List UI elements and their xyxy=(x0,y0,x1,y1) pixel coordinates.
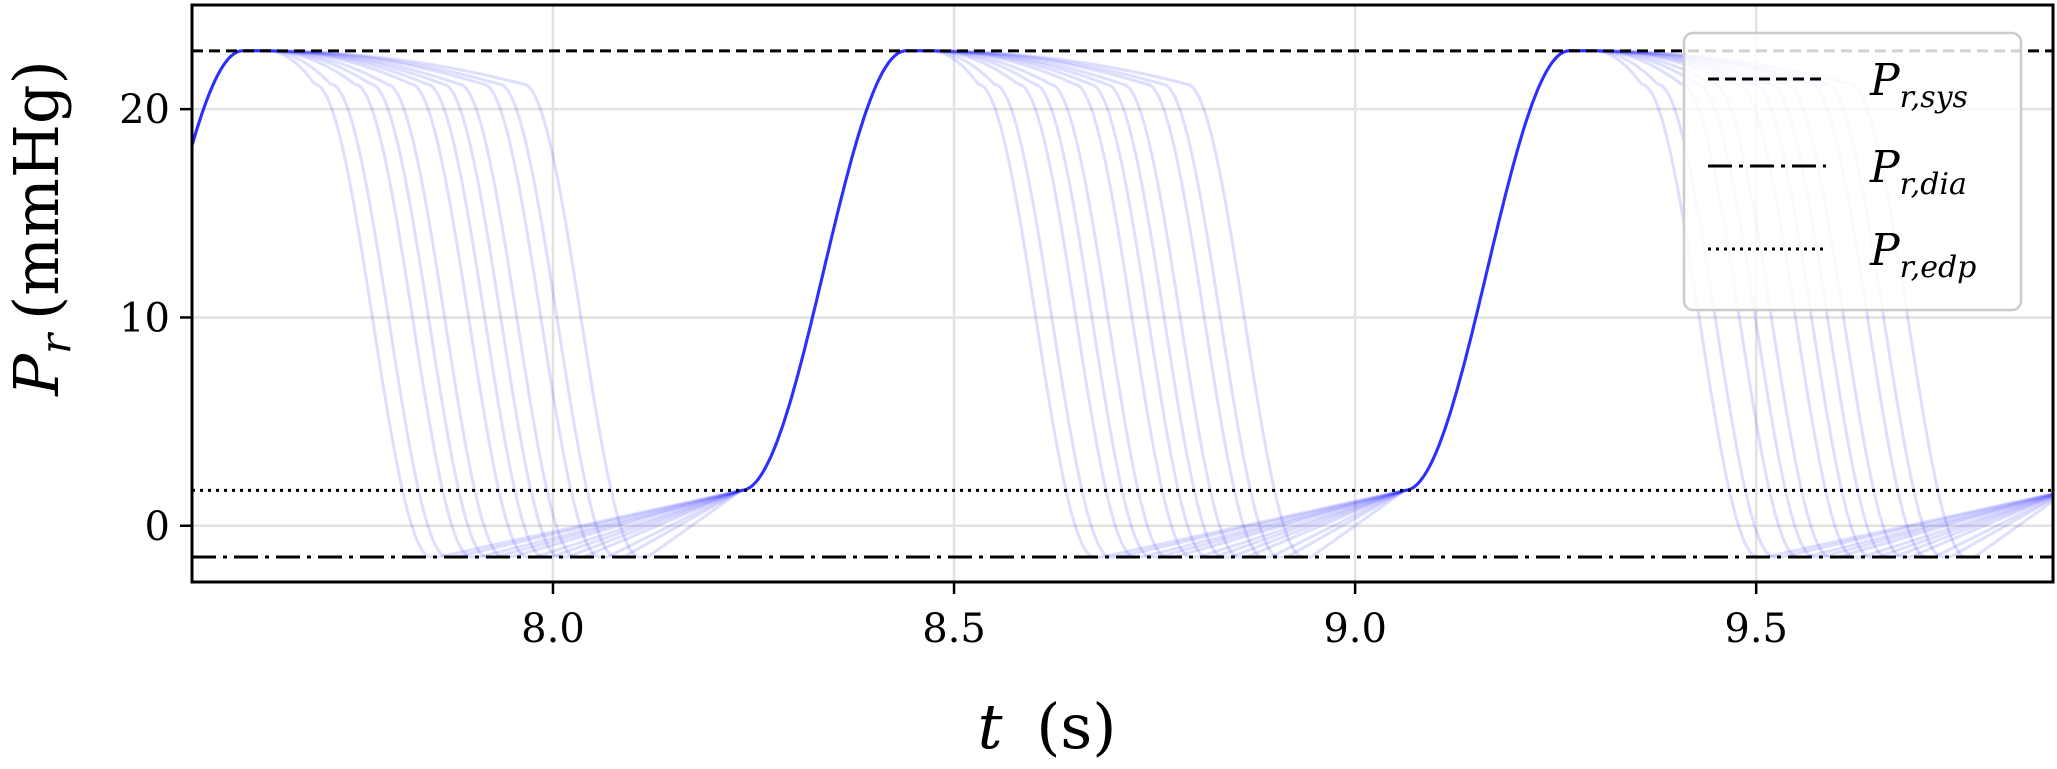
x-axis-unit: (s) xyxy=(1036,690,1116,763)
legend: Pr,sys Pr,dia Pr,edp xyxy=(1682,31,2023,312)
x-tick-label-2: 9.0 xyxy=(1323,606,1387,652)
y-tick-label-1: 10 xyxy=(119,295,170,341)
y-axis-unit: (mmHg) xyxy=(0,60,73,320)
x-axis-symbol: t xyxy=(978,690,1003,763)
y-axis-label: Pr (mmHg) xyxy=(0,60,80,397)
x-tick-label-1: 8.5 xyxy=(922,606,986,652)
legend-box xyxy=(1682,31,2023,312)
y-axis-subscript: r xyxy=(31,331,80,354)
grid-lines xyxy=(192,5,2053,582)
x-tick-label-3: 9.5 xyxy=(1724,606,1788,652)
legend-label-sys: Pr,sys xyxy=(1869,55,1968,115)
x-axis-ticks: 8.0 8.5 9.0 9.5 xyxy=(521,582,1788,652)
pressure-trace-0 xyxy=(190,49,2054,559)
x-tick-label-0: 8.0 xyxy=(521,606,585,652)
y-axis-symbol: P xyxy=(0,353,73,397)
y-tick-label-2: 20 xyxy=(119,87,170,133)
legend-label-dia: Pr,dia xyxy=(1869,142,1967,202)
x-axis-label: t (s) xyxy=(978,690,1117,763)
plot-frame xyxy=(190,3,2055,584)
legend-label-edp: Pr,edp xyxy=(1869,225,1976,285)
y-axis-ticks: 0 10 20 xyxy=(119,87,192,550)
y-tick-label-0: 0 xyxy=(145,504,170,550)
pressure-trace-2 xyxy=(190,49,2054,559)
